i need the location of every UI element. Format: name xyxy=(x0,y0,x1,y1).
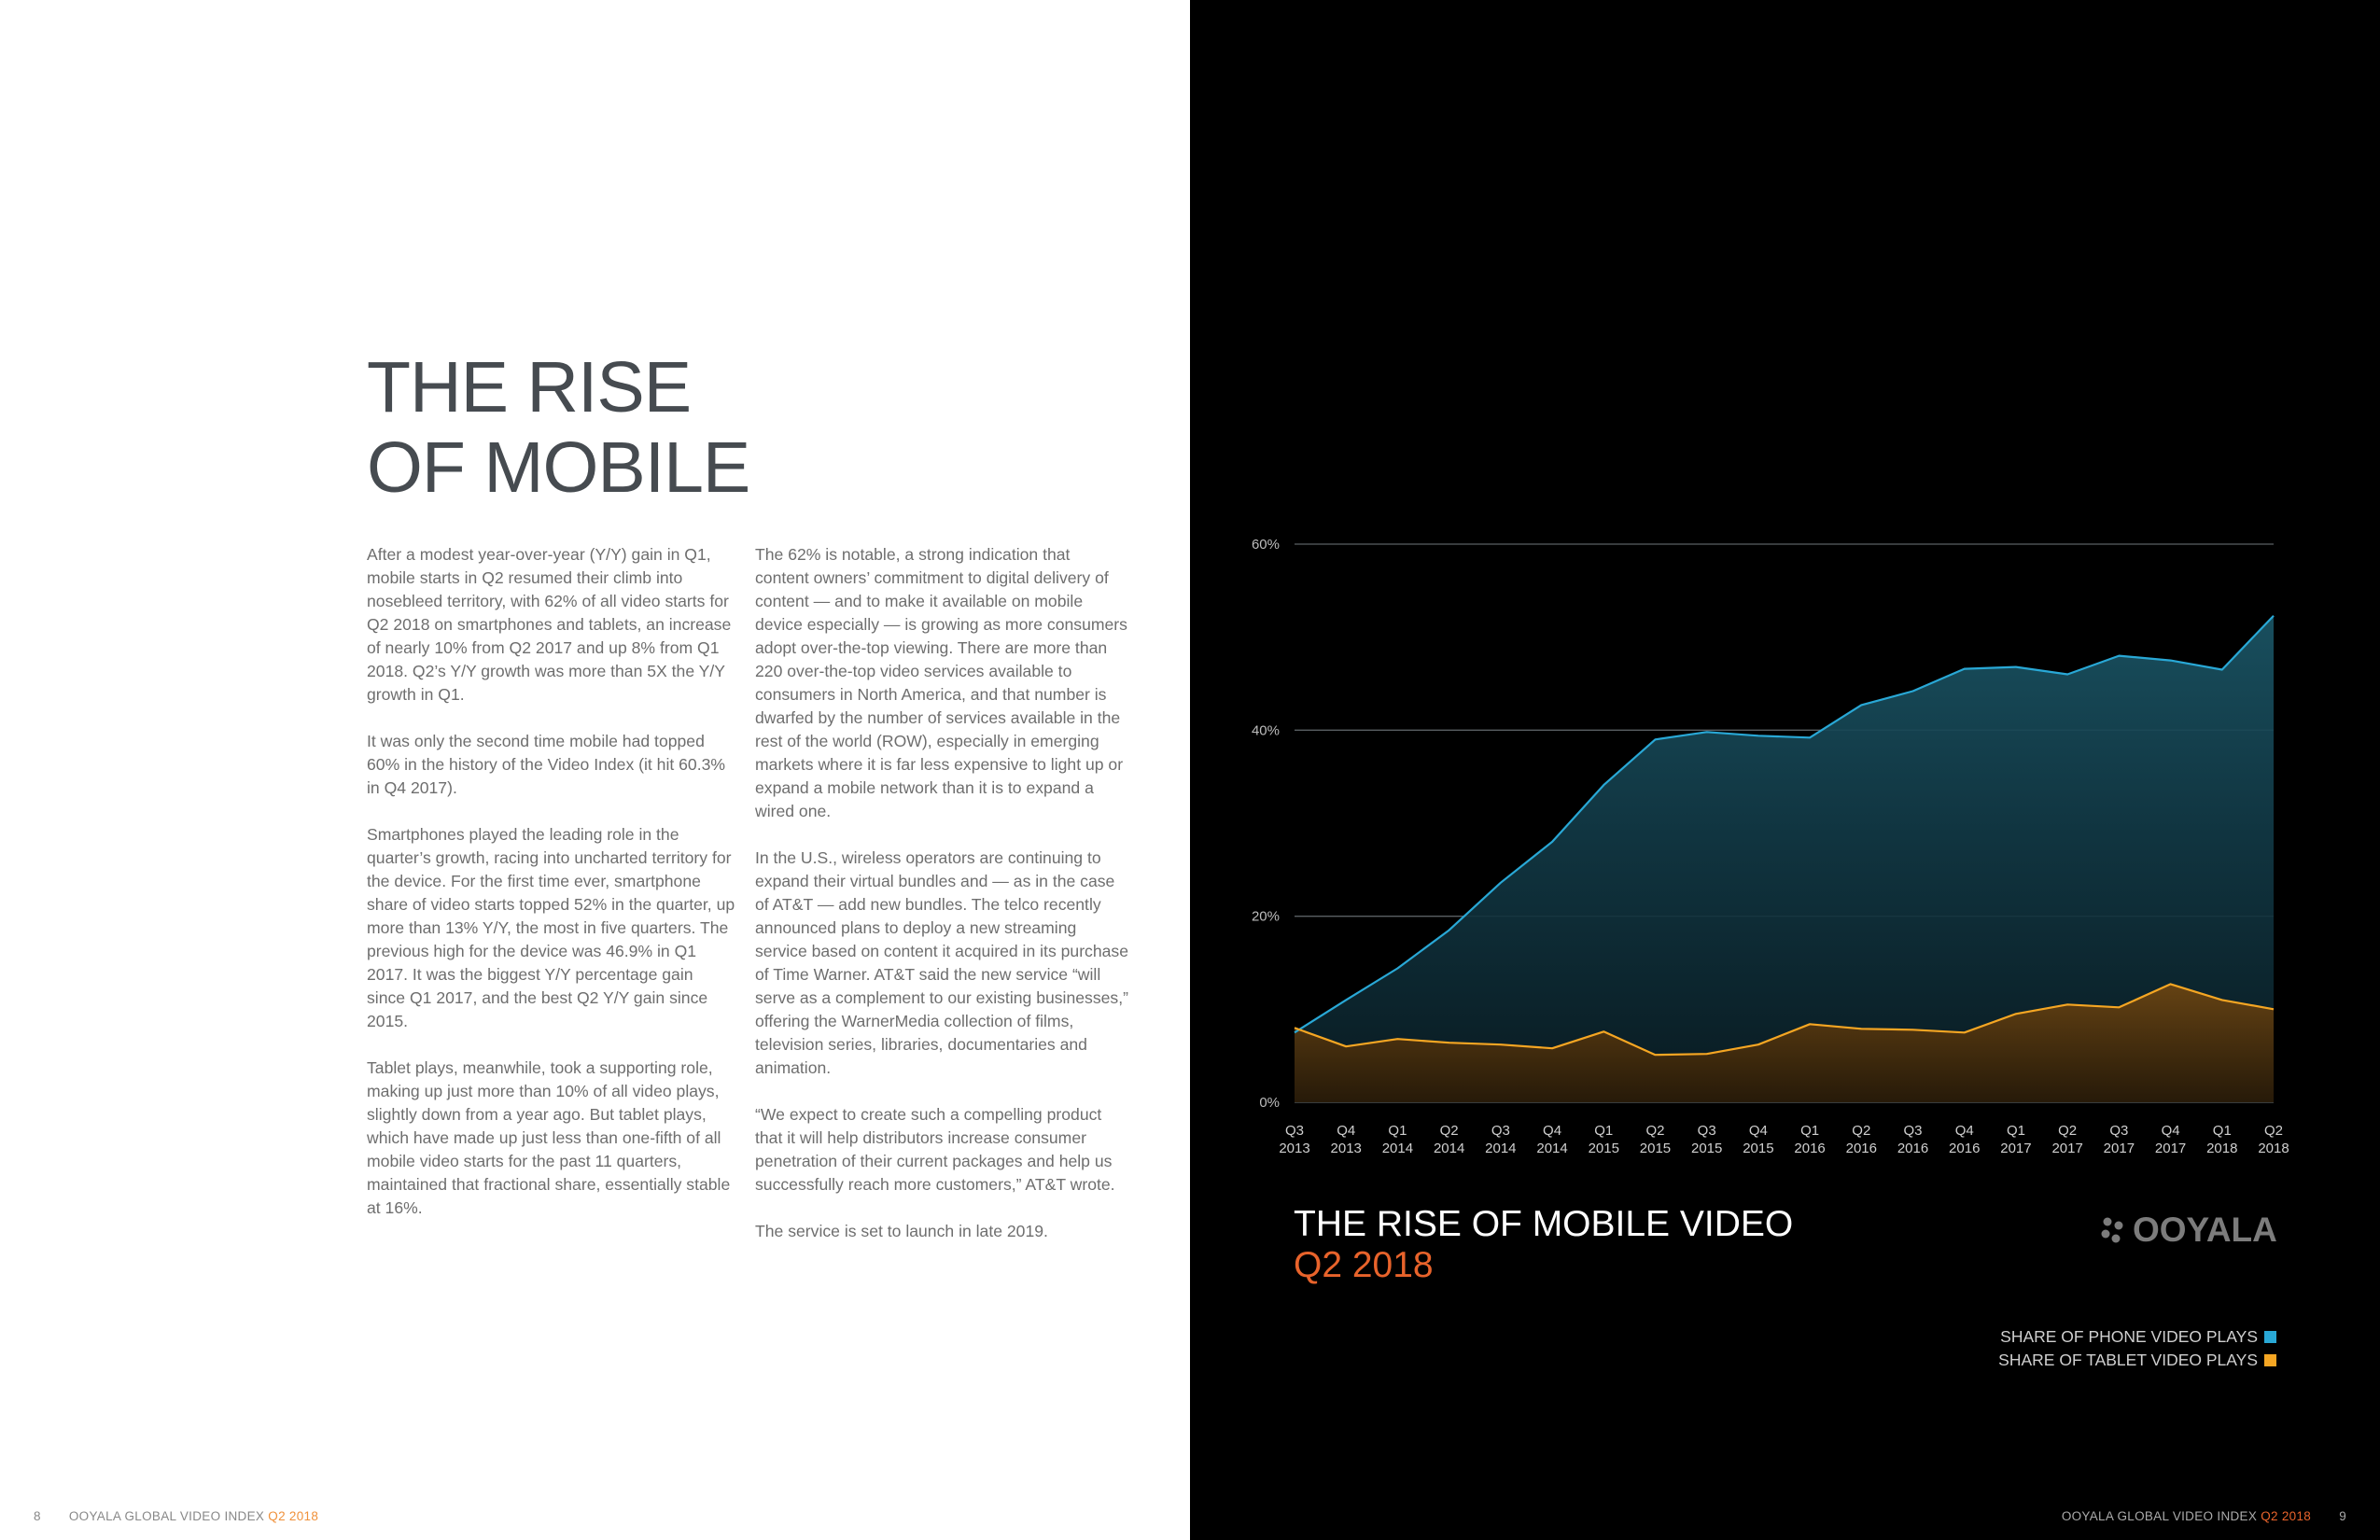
x-tick-label: 2015 xyxy=(1743,1141,1773,1156)
x-tick-label: Q4 xyxy=(1955,1123,1974,1139)
x-tick-label: 2016 xyxy=(1794,1141,1825,1156)
x-tick-label: 2015 xyxy=(1589,1141,1619,1156)
x-tick-label: Q2 xyxy=(1645,1123,1664,1139)
page-number: 9 xyxy=(2339,1509,2346,1523)
x-tick-label: Q3 xyxy=(1285,1123,1304,1139)
x-tick-label: Q3 xyxy=(1904,1123,1923,1139)
series-area-tablet xyxy=(1295,984,2274,1102)
legend-swatch-tablet xyxy=(2264,1354,2276,1366)
left-page: THE RISE OF MOBILE After a modest year-o… xyxy=(34,347,1129,1523)
footer-publication: OOYALA GLOBAL VIDEO INDEX xyxy=(68,1509,265,1523)
x-tick-label: Q4 xyxy=(1337,1123,1355,1139)
footer-left: 8 OOYALA GLOBAL VIDEO INDEX Q2 2018 xyxy=(34,1509,318,1523)
x-tick-label: Q4 xyxy=(2162,1123,2180,1139)
footer-issue: Q2 2018 xyxy=(2261,1509,2312,1523)
paragraph: It was only the second time mobile had t… xyxy=(367,732,726,797)
x-tick-label: 2017 xyxy=(2000,1141,2031,1156)
x-tick-label: Q2 xyxy=(2058,1123,2077,1139)
x-tick-label: 2014 xyxy=(1536,1141,1567,1156)
series-line-tablet xyxy=(1294,983,2275,1057)
x-tick-label: 2017 xyxy=(2051,1141,2082,1156)
x-tick-label: Q4 xyxy=(1749,1123,1768,1139)
chart-title-block: THE RISE OF MOBILE VIDEO Q2 2018 xyxy=(1294,1204,1793,1286)
x-tick-label: 2016 xyxy=(1846,1141,1877,1156)
x-tick-label: Q2 xyxy=(1440,1123,1459,1139)
legend-item: SHARE OF TABLET VIDEO PLAYS xyxy=(1998,1349,2276,1372)
x-tick-label: 2016 xyxy=(1897,1141,1928,1156)
footer-right: OOYALA GLOBAL VIDEO INDEX Q2 2018 9 xyxy=(2062,1509,2346,1523)
paragraph: The service is set to launch in late 201… xyxy=(755,1222,1048,1240)
x-tick-label: Q1 xyxy=(2213,1123,2232,1139)
x-tick-label: Q1 xyxy=(1594,1123,1613,1139)
text-column-2: The 62% is notable, a strong indication … xyxy=(755,543,1128,1267)
paragraph: After a modest year-over-year (Y/Y) gain… xyxy=(367,545,732,704)
x-tick-label: 2015 xyxy=(1640,1141,1671,1156)
chart-subtitle: Q2 2018 xyxy=(1294,1245,1434,1285)
paragraph: “We expect to create such a compelling p… xyxy=(755,1105,1115,1194)
paragraph: In the U.S., wireless operators are cont… xyxy=(755,848,1129,1077)
page-title: THE RISE OF MOBILE xyxy=(367,347,750,508)
footer-publication: OOYALA GLOBAL VIDEO INDEX xyxy=(2061,1509,2258,1523)
page-title-line-1: THE RISE xyxy=(367,347,692,427)
y-tick-label: 20% xyxy=(1252,909,1280,925)
legend-label: SHARE OF PHONE VIDEO PLAYS xyxy=(2000,1327,2258,1346)
chart-title: THE RISE OF MOBILE VIDEO xyxy=(1294,1204,1794,1244)
chart-legend: SHARE OF PHONE VIDEO PLAYS SHARE OF TABL… xyxy=(1998,1325,2276,1372)
legend-swatch-phone xyxy=(2264,1331,2276,1343)
logo-dots-icon xyxy=(2101,1217,2123,1243)
x-tick-label: 2017 xyxy=(2104,1141,2135,1156)
x-tick-label: 2013 xyxy=(1279,1141,1309,1156)
footer-issue: Q2 2018 xyxy=(268,1509,319,1523)
x-tick-label: Q2 xyxy=(2264,1123,2283,1139)
x-tick-label: 2013 xyxy=(1331,1141,1362,1156)
y-tick-label: 40% xyxy=(1252,722,1280,738)
series-line-phone xyxy=(1294,614,2275,1034)
x-tick-label: Q4 xyxy=(1543,1123,1561,1139)
y-tick-label: 0% xyxy=(1259,1095,1280,1111)
text-column-1: After a modest year-over-year (Y/Y) gain… xyxy=(367,543,735,1243)
paragraph: The 62% is notable, a strong indication … xyxy=(755,545,1127,820)
x-tick-label: Q3 xyxy=(2109,1123,2128,1139)
paragraph: Smartphones played the leading role in t… xyxy=(367,825,735,1030)
page-number: 8 xyxy=(34,1509,41,1523)
x-tick-label: 2016 xyxy=(1949,1141,1980,1156)
x-tick-label: 2014 xyxy=(1434,1141,1464,1156)
legend-label: SHARE OF TABLET VIDEO PLAYS xyxy=(1998,1351,2258,1369)
x-tick-label: 2014 xyxy=(1485,1141,1516,1156)
y-tick-label: 60% xyxy=(1252,537,1280,553)
x-tick-label: 2017 xyxy=(2155,1141,2186,1156)
x-tick-label: 2018 xyxy=(2206,1141,2237,1156)
x-tick-label: 2015 xyxy=(1691,1141,1722,1156)
x-tick-label: Q2 xyxy=(1852,1123,1870,1139)
x-tick-label: 2018 xyxy=(2258,1141,2289,1156)
page-title-line-2: OF MOBILE xyxy=(367,427,750,508)
x-tick-label: Q1 xyxy=(2007,1123,2025,1139)
x-tick-label: Q1 xyxy=(1388,1123,1407,1139)
series-area-phone xyxy=(1295,615,2274,1102)
ooyala-logo: OOYALA xyxy=(2098,1211,2277,1249)
x-tick-label: Q3 xyxy=(1491,1123,1510,1139)
x-tick-label: 2014 xyxy=(1382,1141,1413,1156)
x-tick-label: Q3 xyxy=(1698,1123,1716,1139)
legend-item: SHARE OF PHONE VIDEO PLAYS xyxy=(1998,1325,2276,1349)
logo-text: OOYALA xyxy=(2133,1211,2277,1249)
paragraph: Tablet plays, meanwhile, took a supporti… xyxy=(367,1058,731,1217)
x-tick-label: Q1 xyxy=(1800,1123,1819,1139)
